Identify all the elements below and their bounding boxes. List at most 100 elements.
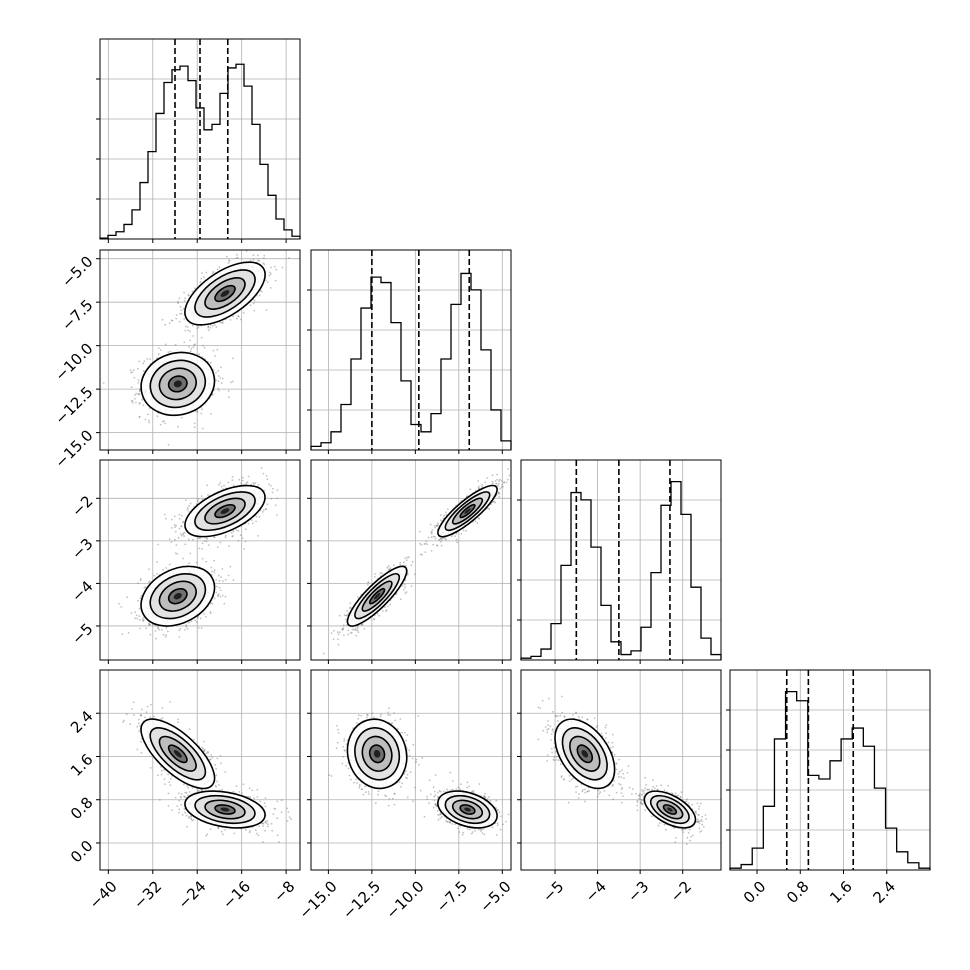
sample-point	[203, 276, 205, 278]
sample-point	[178, 518, 181, 520]
sample-point	[137, 379, 140, 381]
panel-content	[311, 460, 511, 660]
sample-point	[157, 347, 160, 349]
sample-point	[235, 529, 238, 531]
scatter-panel-1-0	[96, 249, 301, 454]
sample-point	[188, 562, 191, 564]
sample-point	[178, 297, 181, 300]
sample-point	[195, 561, 198, 564]
sample-point	[387, 605, 389, 608]
sample-point	[276, 514, 278, 516]
sample-point	[121, 633, 124, 635]
sample-point	[171, 518, 173, 521]
sample-point	[367, 581, 370, 584]
panel-frame	[729, 669, 931, 871]
sample-point	[402, 588, 405, 591]
sample-point	[148, 623, 151, 626]
sample-point	[142, 404, 145, 407]
sample-point	[437, 524, 439, 526]
sample-point	[192, 538, 194, 541]
sample-point	[182, 533, 185, 536]
sample-point	[252, 258, 255, 261]
panel-frame	[99, 38, 301, 240]
sample-point	[232, 579, 235, 581]
sample-point	[373, 576, 376, 578]
sample-point	[205, 271, 208, 274]
sample-point	[341, 628, 343, 631]
sample-point	[219, 482, 222, 484]
sample-point	[179, 305, 182, 308]
sample-point	[254, 482, 257, 484]
sample-point	[179, 533, 182, 535]
hist-panel-2	[517, 459, 722, 664]
sample-point	[214, 355, 217, 357]
sample-point	[262, 511, 264, 513]
sample-point	[249, 259, 252, 262]
sample-point	[367, 581, 369, 584]
sample-point	[164, 635, 167, 638]
panel-frame	[520, 459, 722, 661]
sample-point	[346, 609, 348, 612]
sample-point	[240, 482, 243, 485]
sample-point	[337, 633, 340, 636]
sample-point	[194, 619, 197, 622]
sample-point	[266, 478, 269, 481]
sample-point	[379, 572, 382, 574]
sample-point	[162, 568, 165, 571]
sample-point	[147, 413, 149, 416]
sample-point	[220, 485, 223, 488]
sample-point	[157, 627, 160, 629]
sample-point	[224, 595, 227, 598]
sample-point	[174, 552, 177, 554]
sample-point	[242, 312, 245, 314]
sample-point	[188, 621, 191, 624]
sample-point	[142, 620, 145, 622]
sample-point	[250, 483, 253, 486]
sample-point	[224, 578, 227, 581]
sample-point	[392, 564, 395, 567]
sample-point	[211, 272, 214, 275]
sample-point	[247, 475, 250, 478]
sample-point	[263, 254, 266, 257]
sample-point	[175, 524, 178, 527]
sample-point	[174, 530, 177, 533]
sample-point	[414, 573, 416, 576]
sample-point	[269, 287, 272, 289]
sample-point	[404, 592, 407, 595]
sample-point	[424, 551, 427, 553]
sample-point	[177, 425, 179, 428]
sample-point	[159, 349, 162, 351]
sample-point	[139, 597, 142, 600]
sample-point	[174, 343, 177, 346]
sample-point	[274, 265, 276, 268]
sample-point	[133, 376, 136, 379]
sample-point	[220, 382, 223, 385]
sample-point	[149, 633, 152, 636]
sample-point	[386, 566, 389, 569]
sample-point	[225, 255, 228, 258]
sample-point	[138, 389, 141, 392]
histogram-bar	[310, 272, 512, 450]
sample-point	[131, 402, 134, 404]
sample-point	[223, 484, 226, 487]
sample-point	[138, 392, 141, 395]
sample-point	[206, 484, 209, 487]
sample-point	[213, 559, 216, 562]
sample-point	[176, 553, 179, 555]
sample-point	[135, 392, 138, 395]
sample-point	[181, 514, 183, 517]
sample-point	[148, 568, 151, 571]
sample-point	[265, 508, 268, 511]
sample-point	[274, 279, 277, 282]
sample-point	[247, 522, 250, 525]
sample-point	[260, 467, 263, 469]
sample-point	[228, 259, 230, 262]
sample-point	[148, 421, 151, 424]
sample-point	[134, 617, 137, 620]
sample-point	[228, 396, 230, 399]
sample-point	[210, 412, 212, 415]
sample-point	[264, 508, 267, 510]
sample-point	[165, 567, 168, 569]
sample-point	[141, 399, 144, 401]
sample-point	[338, 614, 341, 617]
